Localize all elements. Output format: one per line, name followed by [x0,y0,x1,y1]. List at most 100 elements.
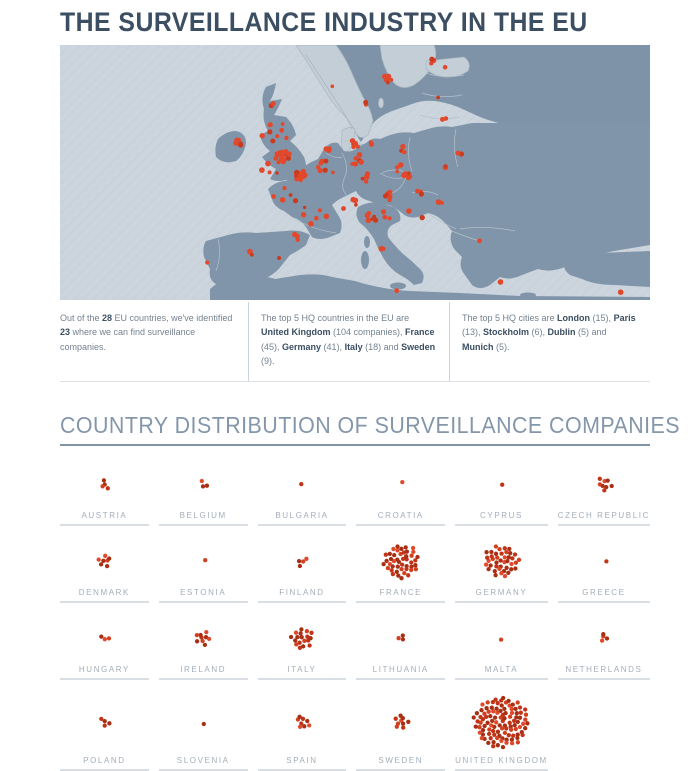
country-underline [356,600,446,603]
country-dot-cluster [569,458,639,510]
country-cell-croatia: CROATIA [356,458,446,526]
country-cell-greece: GREECE [557,535,650,603]
country-dot-cluster [69,689,139,755]
country-label: NETHERLANDS [565,664,643,674]
country-dot-cluster [466,612,536,664]
country-dot-cluster [466,458,536,510]
country-cell-lithuania: LITHUANIA [356,612,446,680]
country-label: AUSTRIA [81,510,128,520]
page-title: THE SURVEILLANCE INDUSTRY IN THE EU [60,7,588,37]
country-underline [455,768,548,771]
country-dot-cluster [466,535,536,587]
map-crete [520,292,536,298]
info-text: Out of the 28 EU countries, we've identi… [60,313,233,352]
country-underline [60,677,149,680]
country-underline [158,768,248,771]
country-cell-united-kingdom: UNITED KINGDOM [455,689,548,771]
country-dot-cluster [569,535,639,587]
map-company-dots [205,56,624,295]
country-cell-sweden: SWEDEN [356,689,446,771]
country-underline [455,600,548,603]
country-underline [60,600,149,603]
country-label: HUNGARY [78,664,130,674]
country-dot-cluster [168,612,238,664]
country-dot-cluster [267,689,337,755]
country-underline [257,523,347,526]
country-underline [455,523,548,526]
map-iberia [203,230,310,285]
country-cell-france: FRANCE [356,535,446,603]
map-baltic-dark-zone [296,45,650,142]
country-dot-cluster [366,689,436,755]
country-underline [356,768,446,771]
country-cell-malta: MALTA [455,612,548,680]
country-label: FRANCE [379,587,423,597]
country-dot-cluster [366,612,436,664]
country-underline [158,600,248,603]
map-gotland [378,97,384,109]
country-label: BULGARIA [275,510,329,520]
country-underline [557,523,650,526]
country-label: SWEDEN [378,755,424,765]
country-underline [356,677,446,680]
country-label: LITHUANIA [372,664,429,674]
country-underline [60,768,149,771]
map-north-africa [210,274,650,300]
country-label: DENMARK [78,587,130,597]
info-box-countries-identified: Out of the 28 EU countries, we've identi… [60,302,248,381]
country-dot-cluster [466,689,536,755]
section-title: COUNTRY DISTRIBUTION OF SURVEILLANCE COM… [60,411,681,438]
country-cell-denmark: DENMARK [60,535,149,603]
section-rule [60,443,650,446]
info-box-top-hq-cities: The top 5 HQ cities are London (15), Par… [449,302,650,381]
country-underline [257,768,347,771]
map-borders [215,54,516,272]
country-label: IRELAND [180,664,227,674]
country-underline [557,677,650,680]
country-underline [158,523,248,526]
country-dot-cluster [69,535,139,587]
country-cell-poland: POLAND [60,689,149,771]
country-label: ESTONIA [180,587,227,597]
country-dot-cluster [168,689,238,755]
map-sicily [390,282,406,290]
country-label: POLAND [83,755,126,765]
country-dot-cluster [168,535,238,587]
country-underline [356,523,446,526]
europe-map-svg [60,45,650,300]
country-label: FINLAND [279,587,325,597]
country-dot-cluster [267,612,337,664]
country-cell-slovenia: SLOVENIA [158,689,248,771]
country-cell-belgium: BELGIUM [158,458,248,526]
country-label: SLOVENIA [176,755,230,765]
info-text: The top 5 HQ countries in the EU are Uni… [261,313,436,367]
country-underline [455,677,548,680]
map-turkey [564,251,650,287]
country-cell-cyprus: CYPRUS [455,458,548,526]
info-text: The top 5 HQ cities are London (15), Par… [462,313,636,352]
country-label: CYPRUS [480,510,523,520]
country-label: CROATIA [377,510,424,520]
country-label: ITALY [287,664,317,674]
country-cell-bulgaria: BULGARIA [257,458,347,526]
map-continental-europe [268,123,650,288]
country-cell-netherlands: NETHERLANDS [557,612,650,680]
europe-map [60,45,650,300]
country-cell-finland: FINLAND [257,535,347,603]
country-dot-cluster [168,458,238,510]
country-cell-hungary: HUNGARY [60,612,149,680]
map-sardinia [361,251,369,269]
country-cell-italy: ITALY [257,612,347,680]
country-dot-cluster [69,458,139,510]
country-underline [257,600,347,603]
country-cell-ireland: IRELAND [158,612,248,680]
map-italy [356,202,424,285]
map-corsica [364,236,370,248]
country-dot-cluster [366,458,436,510]
country-dot-cluster [69,612,139,664]
country-underline [257,677,347,680]
country-distribution-grid: AUSTRIA BELGIUM BULGARIA CROATIA CYPRUS CZECH… [60,458,650,771]
country-label: SPAIN [286,755,318,765]
country-cell-austria: AUSTRIA [60,458,149,526]
